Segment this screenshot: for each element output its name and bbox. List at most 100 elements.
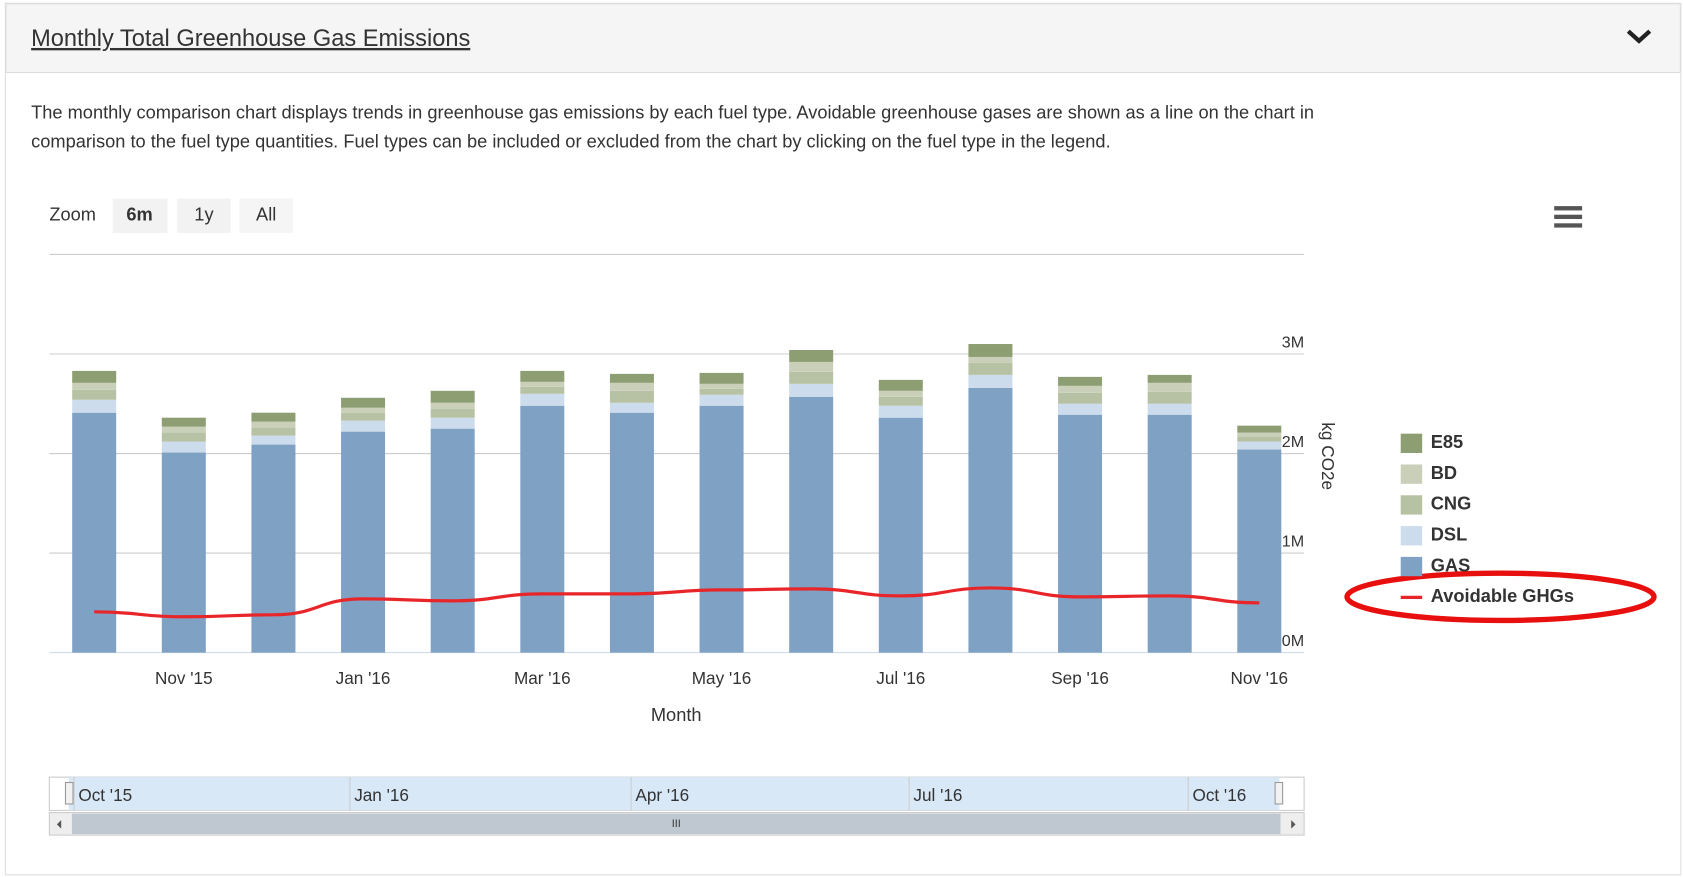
navigator-handle[interactable] (1274, 781, 1284, 805)
bar-segment (341, 420, 386, 432)
bar-segment (251, 421, 296, 428)
legend-swatch (1400, 495, 1423, 515)
zoom-button-label[interactable]: 6m (126, 204, 152, 225)
bar-segment (789, 396, 834, 653)
scroll-right[interactable] (1291, 820, 1296, 829)
bar-segment (72, 382, 117, 390)
x-tick-label: May '16 (692, 668, 752, 688)
navigator-handle[interactable] (64, 781, 74, 805)
bar-segment (968, 374, 1013, 388)
navigator-label: Jan '16 (354, 785, 409, 805)
panel-title[interactable]: Monthly Total Greenhouse Gas Emissions (31, 26, 470, 52)
bar-segment (699, 405, 744, 653)
bar-segment (72, 370, 117, 383)
bar-segment (789, 349, 834, 362)
menu-button[interactable] (1554, 206, 1583, 228)
y-axis-label: kg CO2e (1318, 422, 1338, 490)
zoom-button-label[interactable]: 1y (194, 204, 214, 225)
bar-segment (699, 388, 744, 395)
bar-segment (251, 435, 296, 445)
y-tick-label: 0M (1282, 632, 1304, 650)
bar-segment (520, 393, 565, 406)
scrollbar-thumb[interactable] (71, 813, 1281, 835)
legend-swatch (1400, 526, 1423, 546)
zoom-button[interactable] (177, 198, 231, 233)
navigator-label: Oct '15 (78, 785, 132, 805)
bar-segment (72, 412, 117, 653)
menu-bar[interactable] (1554, 214, 1583, 220)
bar-segment (789, 371, 834, 384)
navigator-range[interactable] (68, 777, 1280, 811)
collapse-chevron[interactable] (1626, 29, 1652, 44)
x-tick-label: Sep '16 (1051, 668, 1109, 688)
bar-segment (878, 390, 923, 397)
bar-segment (430, 408, 475, 418)
bar-segment (878, 417, 923, 653)
bar-segment (878, 379, 923, 391)
bar-segment (1237, 436, 1282, 442)
legend-swatch (1400, 433, 1423, 453)
legend-label[interactable]: GAS (1431, 554, 1471, 575)
bar-segment (1237, 441, 1282, 450)
bar-segment (878, 405, 923, 418)
description-line: comparison to the fuel type quantities. … (31, 131, 1111, 152)
bar-segment (430, 428, 475, 653)
menu-bar[interactable] (1554, 223, 1583, 228)
bar-segment (161, 452, 206, 653)
bar-segment (1058, 385, 1103, 393)
highlight-annotation (1344, 570, 1657, 624)
bar-segment (699, 372, 744, 384)
x-axis-label: Month (651, 704, 702, 725)
menu-bar[interactable] (1554, 206, 1583, 211)
bar-segment (1058, 392, 1103, 404)
x-tick-label: Mar '16 (514, 668, 571, 688)
line (94, 586, 1260, 619)
bar-segment (430, 390, 475, 403)
bar-segment (1147, 382, 1192, 392)
bar-segment (609, 373, 654, 383)
bar-segment (968, 344, 1013, 357)
bar-segment (161, 417, 206, 427)
legend-label[interactable]: Avoidable GHGs (1431, 585, 1574, 606)
bar-segment (72, 389, 117, 400)
bar-segment (609, 382, 654, 391)
legend-label[interactable]: CNG (1431, 493, 1472, 514)
x-tick-label: Nov '16 (1230, 668, 1288, 688)
legend-label[interactable]: DSL (1431, 524, 1467, 545)
bar-segment (430, 402, 475, 409)
bar-segment (699, 383, 744, 389)
bar-segment (1147, 403, 1192, 415)
legend-swatch (1400, 464, 1423, 484)
bar-segment (341, 431, 386, 653)
bar-segment (609, 412, 654, 653)
x-tick-label: Jan '16 (336, 668, 391, 688)
scrollbar-grip: III (672, 818, 681, 830)
plot: 0M 1M 2M 3M Nov '15 Jan '16 Mar '16 May '16 Jul … (49, 333, 1304, 688)
bar-segment (341, 412, 386, 421)
legend-label[interactable]: E85 (1431, 431, 1463, 452)
legend-label[interactable]: BD (1431, 462, 1457, 483)
bar-segment (1058, 414, 1103, 653)
bar-segment (341, 407, 386, 413)
bar-segment (609, 390, 654, 403)
zoom-button[interactable] (112, 198, 168, 233)
y-tick-label: 2M (1282, 433, 1304, 451)
bar-segment (520, 405, 565, 653)
x-tick-label: Nov '15 (155, 668, 213, 688)
bar-segment (1147, 391, 1192, 404)
bar-segment (161, 441, 206, 453)
bar-segment (1237, 425, 1282, 433)
bar-segment (789, 361, 834, 372)
zoom-button (239, 198, 294, 233)
bar-segment (1147, 414, 1192, 653)
bar-segment (520, 381, 565, 387)
zoom-label: Zoom (49, 204, 96, 225)
x-tick-label: Jul '16 (876, 668, 925, 688)
bar-segment (161, 432, 206, 442)
bar-segment (1058, 376, 1103, 386)
legend-swatch (1400, 556, 1423, 577)
scroll-left[interactable] (56, 820, 62, 829)
y-tick-label: 1M (1282, 533, 1304, 551)
bar-segment (520, 370, 565, 382)
